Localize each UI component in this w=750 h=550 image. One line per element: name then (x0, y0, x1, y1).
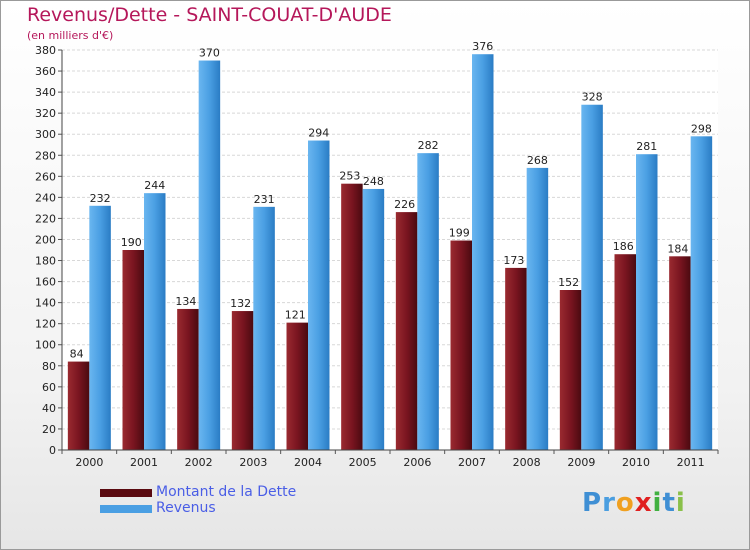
x-tick-label: 2007 (458, 456, 486, 469)
bar-dette (341, 183, 363, 450)
bar-revenus (472, 54, 494, 451)
bar-dette (669, 256, 691, 450)
y-tick-label: 140 (35, 297, 56, 310)
grid-layer (62, 49, 718, 451)
chart-title: Revenus/Dette - SAINT-COUAT-D'AUDE (27, 4, 392, 26)
data-label-dette: 132 (230, 297, 251, 310)
y-tick-label: 320 (35, 107, 56, 120)
legend-swatch-debt (100, 489, 152, 497)
bar-dette (505, 267, 527, 450)
bar-revenus (417, 153, 439, 450)
y-tick-label: 20 (42, 423, 56, 436)
data-label-dette: 84 (70, 348, 84, 361)
x-tick-label: 2009 (567, 456, 595, 469)
data-label-revenus: 294 (308, 127, 329, 140)
data-label-dette: 121 (285, 309, 306, 322)
x-tick-label: 2002 (185, 456, 213, 469)
y-tick-label: 220 (35, 212, 56, 225)
y-tick-label: 260 (35, 170, 56, 183)
data-label-dette: 134 (175, 295, 196, 308)
bar-dette (614, 254, 636, 450)
logo-letter: x (634, 488, 653, 518)
data-label-revenus: 248 (363, 175, 384, 188)
data-label-revenus: 298 (691, 122, 712, 135)
data-label-revenus: 281 (636, 140, 657, 153)
bar-revenus (144, 193, 166, 450)
y-tick-label: 180 (35, 255, 56, 268)
data-label-dette: 173 (503, 254, 524, 267)
bar-revenus (253, 206, 275, 450)
bar-revenus (636, 154, 658, 451)
y-tick-label: 80 (42, 360, 56, 373)
x-tick-label: 2006 (403, 456, 431, 469)
data-label-dette: 184 (667, 242, 688, 255)
y-tick-label: 120 (35, 318, 56, 331)
bar-revenus (690, 136, 713, 450)
y-tick-label: 0 (49, 444, 56, 457)
bar-dette (122, 250, 144, 450)
bar-revenus (581, 104, 603, 450)
bar-revenus (362, 188, 385, 450)
data-label-dette: 190 (121, 236, 142, 249)
data-label-revenus: 231 (254, 193, 275, 206)
x-tick-label: 2004 (294, 456, 322, 469)
logo-letter: o (615, 488, 635, 518)
x-tick-label: 2008 (513, 456, 541, 469)
y-tick-label: 60 (42, 381, 56, 394)
axis-layer: 0 20 40 60 80 100 120 140 160 180 200 220 240 260 280 3… (35, 44, 719, 469)
y-tick-label: 280 (35, 149, 56, 162)
chart-subtitle: (en milliers d'€) (27, 29, 114, 42)
y-tick-label: 340 (35, 86, 56, 99)
bar-revenus (198, 60, 221, 451)
legend-swatch-revenus (100, 505, 152, 513)
bar-revenus (89, 205, 111, 450)
data-label-revenus: 282 (418, 139, 439, 152)
proxiti-logo: Proxiti (582, 488, 686, 518)
bar-dette (450, 240, 472, 450)
legend-label-debt: Montant de la Dette (156, 484, 297, 500)
plot-background (62, 50, 718, 450)
bar-revenus (308, 140, 330, 451)
data-label-dette: 186 (613, 240, 634, 253)
y-tick-label: 100 (35, 339, 56, 352)
bar-dette (395, 212, 418, 450)
x-tick-label: 2000 (75, 456, 103, 469)
x-tick-label: 2005 (349, 456, 377, 469)
bar-dette (67, 361, 90, 450)
y-tick-label: 200 (35, 233, 56, 246)
y-tick-label: 160 (35, 276, 56, 289)
bar-dette (286, 322, 308, 450)
logo-letter: i (652, 488, 663, 518)
y-tick-label: 40 (42, 402, 56, 415)
logo-letter: P (582, 488, 603, 518)
data-label-dette: 199 (449, 227, 470, 240)
y-tick-label: 360 (35, 65, 56, 78)
logo-letter: t (662, 488, 676, 518)
y-tick-label: 300 (35, 128, 56, 141)
logo-letter: i (675, 488, 686, 518)
logo-letter: r (602, 488, 616, 518)
bar-layer: 84 232 190 244 134 370 132 231 121 294 253 248 226 28… (67, 40, 713, 451)
bar-dette (231, 311, 254, 450)
data-label-dette: 253 (339, 170, 360, 183)
data-label-revenus: 232 (90, 192, 111, 205)
x-tick-label: 2003 (239, 456, 267, 469)
legend-label-revenus: Revenus (156, 500, 216, 516)
x-tick-label: 2011 (677, 456, 705, 469)
bar-dette (559, 290, 582, 450)
data-label-dette: 226 (394, 198, 415, 211)
y-tick-label: 380 (35, 44, 56, 57)
data-label-revenus: 244 (144, 179, 165, 192)
data-label-revenus: 328 (582, 91, 603, 104)
y-tick-label: 240 (35, 191, 56, 204)
data-label-revenus: 376 (472, 40, 493, 53)
bar-dette (177, 308, 199, 450)
data-label-dette: 152 (558, 276, 579, 289)
bar-revenus (526, 167, 549, 451)
x-tick-label: 2010 (622, 456, 650, 469)
x-tick-label: 2001 (130, 456, 158, 469)
data-label-revenus: 268 (527, 154, 548, 167)
data-label-revenus: 370 (199, 47, 220, 60)
